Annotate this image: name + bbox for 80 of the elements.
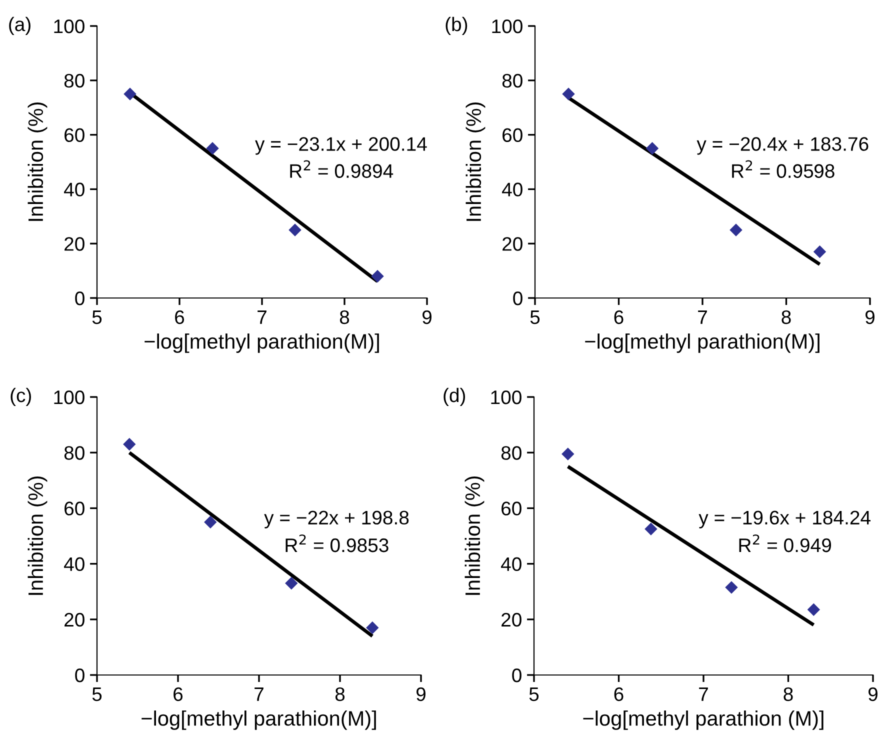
x-axis-title: −log[methyl parathion(M)]: [142, 710, 376, 730]
y-tick-label: 100: [54, 19, 84, 34]
x-tick-label: 8: [340, 310, 350, 324]
point: [644, 522, 658, 536]
x-tick-label: 8: [782, 310, 791, 324]
x-tick-label: 6: [614, 310, 624, 324]
point: [206, 142, 219, 155]
y-tick-label: 100: [492, 19, 522, 34]
annotation: R$^{2}$ = 0.949: [739, 534, 832, 552]
y-tick-label: 100: [491, 390, 522, 404]
y-tick-label: 80: [64, 446, 84, 460]
x-tick-label: 6: [614, 687, 624, 702]
y-tick-label: 0: [75, 291, 84, 306]
y-tick-label: 60: [502, 502, 522, 516]
x-tick-label: 7: [258, 310, 266, 324]
x-tick-label: 8: [784, 687, 793, 702]
point: [288, 224, 302, 236]
point: [562, 448, 574, 460]
x-tick-label: 6: [175, 310, 184, 324]
y-axis-title: Inhibition (%): [466, 102, 486, 221]
y-tick-label: 80: [64, 74, 84, 88]
y-tick-label: 60: [502, 128, 522, 142]
y-tick-label: 20: [64, 237, 84, 251]
y-tick-label: 20: [64, 612, 84, 627]
point: [813, 245, 826, 258]
annotation: y = −23.1x + 200.14: [255, 137, 427, 155]
y-axis-title: Inhibition (%): [28, 476, 48, 595]
y-tick-label: 20: [502, 237, 522, 251]
y-tick-label: 40: [64, 557, 84, 572]
annotation: y = −22x + 198.8: [264, 510, 409, 528]
point: [204, 516, 217, 528]
chart-title: (d): [444, 388, 466, 406]
x-tick-label: 6: [174, 687, 183, 702]
x-axis-title: −log[methyl parathion(M)]: [144, 333, 379, 353]
y-tick-label: 20: [502, 612, 522, 627]
annotation: y = −19.6x + 184.24: [698, 510, 871, 528]
x-tick-label: 7: [254, 688, 264, 701]
y-tick-label: 100: [54, 390, 84, 404]
y-axis-title: Inhibition (%): [28, 102, 48, 221]
x-tick-label: 9: [422, 310, 432, 324]
chart-title: (a): [9, 16, 30, 36]
y-tick-label: 60: [64, 128, 84, 142]
x-tick-label: 5: [92, 688, 102, 702]
point: [371, 270, 384, 283]
y-tick-label: 80: [501, 446, 522, 460]
point: [646, 142, 659, 155]
annotation: y = −20.4x + 183.76: [696, 137, 868, 155]
y-tick-label: 60: [64, 502, 84, 516]
x-tick-label: 7: [699, 688, 708, 701]
x-tick-label: 5: [529, 688, 539, 702]
x-tick-label: 5: [92, 310, 102, 324]
y-tick-label: 40: [502, 182, 522, 196]
y-tick-label: 80: [502, 74, 522, 88]
point: [562, 88, 575, 100]
point: [807, 603, 820, 616]
x-tick-label: 7: [698, 310, 707, 324]
chart-title: (b): [446, 16, 468, 36]
y-tick-label: 0: [513, 291, 522, 306]
chart-title: (c): [10, 388, 31, 406]
x-tick-label: 5: [530, 310, 540, 324]
x-axis-title: −log[methyl parathion (M)]: [583, 710, 824, 730]
y-tick-label: 0: [75, 668, 84, 682]
y-tick-label: 40: [501, 557, 522, 572]
x-axis-title: −log[methyl parathion(M)]: [585, 333, 820, 353]
y-tick-label: 0: [512, 668, 522, 682]
point: [285, 576, 298, 590]
x-tick-label: 8: [335, 687, 345, 702]
y-axis-title: Inhibition (%): [464, 476, 484, 595]
point: [366, 621, 379, 634]
x-tick-label: 9: [868, 687, 878, 702]
point: [124, 88, 136, 100]
point: [730, 224, 742, 236]
point: [725, 581, 738, 594]
y-tick-label: 40: [64, 182, 84, 196]
x-tick-label: 9: [866, 310, 874, 324]
annotation: R$^{2}$ = 0.9894: [290, 160, 394, 178]
point: [123, 438, 136, 451]
annotation: R$^{2}$ = 0.9853: [286, 534, 388, 552]
annotation: R$^{2}$ = 0.9598: [732, 160, 834, 178]
x-tick-label: 9: [416, 687, 426, 702]
